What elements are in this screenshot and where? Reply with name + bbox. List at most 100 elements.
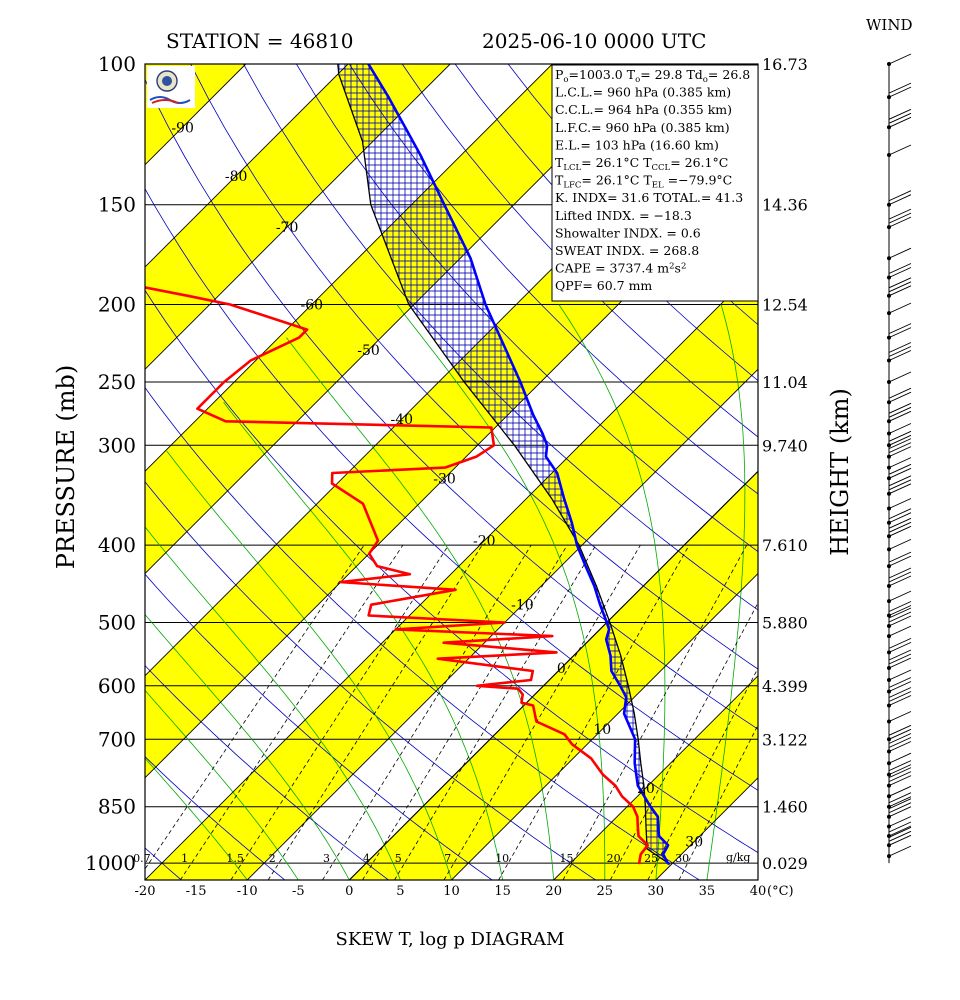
- mixing-ratio-label: 3: [323, 852, 330, 865]
- stats-segment: o: [563, 75, 568, 85]
- stats-segment: CAPE = 3737.4 m: [555, 261, 669, 276]
- wind-barb: [888, 108, 912, 120]
- wind-barb: [888, 607, 912, 619]
- wind-barb: [888, 575, 912, 587]
- wind-barb: [888, 212, 912, 224]
- height-tick-label: 4.399: [762, 677, 808, 696]
- dry-adiabat-line: [145, 78, 758, 730]
- wind-barb: [888, 391, 912, 403]
- wind-barb: [888, 677, 912, 688]
- mixing-ratio-line: [267, 544, 483, 880]
- pressure-tick-label: 250: [98, 370, 136, 394]
- wind-barb: [888, 402, 912, 414]
- pressure-tick-label: 500: [98, 611, 136, 635]
- isotherm-label: -20: [473, 534, 496, 550]
- y2-axis-label: HEIGHT (km): [826, 388, 854, 556]
- pressure-tick-label: 400: [98, 533, 136, 557]
- wind-barb: [888, 285, 912, 297]
- wind-barb: [888, 785, 912, 797]
- moist-adiabat-line: [145, 526, 401, 880]
- height-tick-label: 5.880: [762, 614, 808, 633]
- stats-line: C.C.L.= 964 hPa (0.355 km): [555, 102, 732, 117]
- wind-barb: [888, 653, 912, 665]
- wind-barb: [888, 498, 912, 509]
- wind-barb: [888, 247, 912, 259]
- wind-barb: [888, 475, 912, 487]
- moist-adiabat-line: [145, 757, 248, 880]
- wind-barb: [888, 792, 912, 804]
- wind-barb: [888, 767, 912, 779]
- temperature-tick-label: -10: [237, 884, 258, 899]
- pressure-tick-label: 850: [98, 795, 136, 819]
- wind-barb: [888, 802, 912, 814]
- mixing-ratio-label: 25: [644, 852, 658, 865]
- stats-line: QPF= 60.7 mm: [555, 278, 652, 293]
- wind-barb: [888, 521, 912, 533]
- wind-barb: [888, 611, 912, 623]
- dry-adiabat-line: [401, 64, 758, 438]
- wind-barb: [888, 771, 912, 783]
- moist-adiabat-line: [145, 689, 299, 880]
- isotherm-label: 0: [557, 661, 566, 677]
- pressure-tick-label: 150: [98, 193, 136, 217]
- wind-barb: [888, 571, 912, 583]
- isotherm-line: [757, 879, 758, 880]
- stats-segment: SWEAT INDX. = 268.8: [555, 243, 699, 258]
- moist-adiabat-line: [166, 450, 452, 880]
- moist-adiabat-line: [706, 304, 746, 880]
- isotherm-line: [553, 675, 758, 880]
- isotherm-line: [246, 368, 758, 880]
- mixing-unit: g/kg: [726, 851, 750, 864]
- wind-barb: [888, 796, 912, 808]
- pressure-tick-label: 200: [98, 293, 136, 317]
- stats-segment: o: [635, 75, 640, 85]
- station-label: STATION = 46810: [166, 29, 354, 53]
- wind-barb: [888, 423, 912, 434]
- stats-segment: = 26.1°C T: [581, 155, 652, 170]
- temperature-tick-label: 40: [750, 884, 767, 899]
- wind-barb: [888, 806, 912, 818]
- stats-line: Showalter INDX. = 0.6: [555, 225, 701, 240]
- temperature-tick-label: 0: [345, 884, 353, 899]
- isotherm-label: 10: [593, 722, 611, 738]
- isotherm-label: -40: [391, 412, 414, 428]
- chart-title: SKEW T, log p DIAGRAM: [336, 929, 565, 950]
- stats-line: L.F.C.= 960 hPa (0.385 km): [555, 120, 730, 135]
- stats-box: Po=1003.0 To= 29.8 Tdo= 26.8 L.C.L.= 960 …: [551, 64, 759, 302]
- wind-barb: [888, 430, 912, 442]
- isotherm-label: -90: [171, 120, 194, 136]
- temperature-tick-label: 25: [597, 884, 614, 899]
- wind-barb: [888, 605, 912, 616]
- isotherm-label: 20: [637, 781, 655, 797]
- wind-barb: [888, 830, 912, 842]
- wind-barb: [888, 112, 912, 124]
- stats-line: Po=1003.0 To= 29.8 Tdo= 26.8: [555, 67, 750, 85]
- mixing-ratio-line: [362, 544, 568, 880]
- x-unit: (°C): [767, 884, 794, 899]
- datetime-label: 2025-06-10 0000 UTC: [482, 29, 706, 53]
- wind-barb: [888, 728, 912, 740]
- dry-adiabat-line: [773, 64, 960, 880]
- mixing-ratio-line: [498, 544, 690, 880]
- wind-barb: [888, 467, 912, 479]
- wind-barb: [888, 538, 912, 550]
- wind-barb: [888, 601, 912, 612]
- dry-adiabat-line: [145, 289, 758, 854]
- wind-barb: [888, 691, 912, 702]
- temperature-tick-label: 35: [699, 884, 716, 899]
- stats-segment: EL: [652, 180, 664, 190]
- wind-barb: [888, 342, 912, 353]
- stats-line: TLFC= 26.1°C TEL =−79.9°C: [555, 173, 732, 191]
- wind-barb: [888, 457, 912, 469]
- wind-barb: [888, 53, 912, 65]
- y-axis-label: PRESSURE (mb): [52, 365, 80, 570]
- wind-barb: [888, 764, 912, 776]
- wind-barb: [888, 216, 912, 228]
- mixing-ratio-line: [394, 544, 597, 880]
- dry-adiabat-line: [145, 386, 700, 880]
- wind-barb: [888, 463, 912, 475]
- temperature-tick-label: 15: [494, 884, 511, 899]
- mixing-ratio-label: 7: [444, 852, 451, 865]
- stats-line: TLCL= 26.1°C TCCL= 26.1°C: [555, 155, 728, 173]
- stats-line: Lifted INDX. = −18.3: [555, 208, 692, 223]
